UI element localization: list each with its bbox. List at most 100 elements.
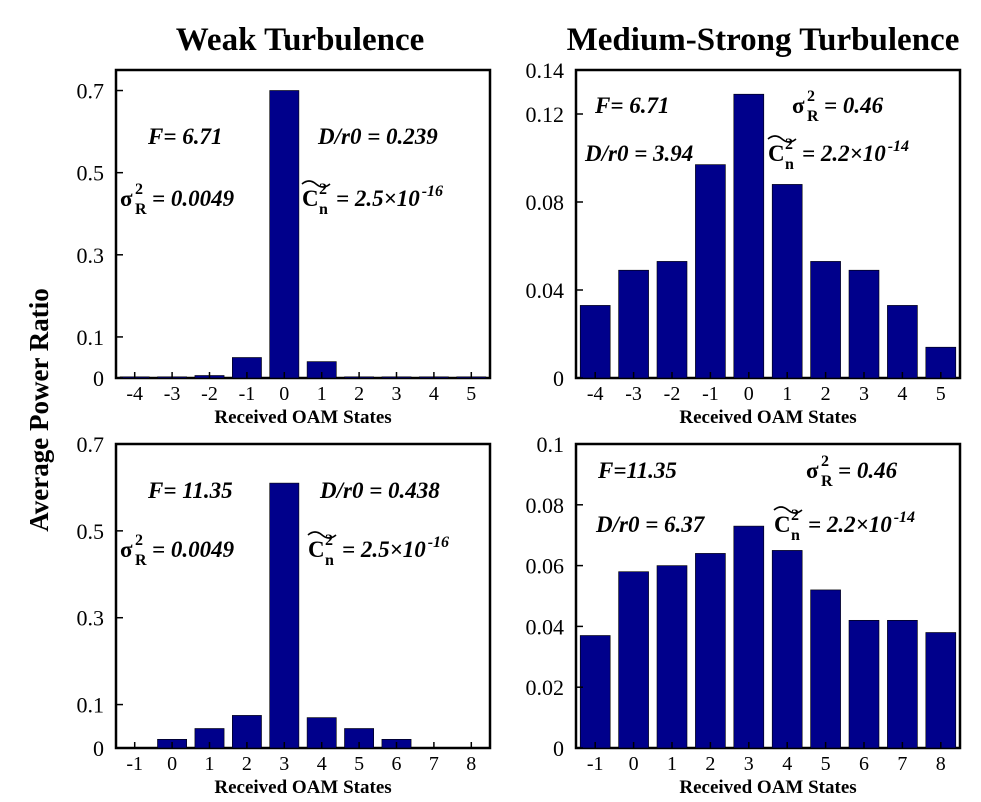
annotation-f: F=11.35 bbox=[597, 458, 677, 483]
bar bbox=[771, 184, 803, 379]
annotation-tilde bbox=[767, 135, 797, 143]
y-tick-label: 0.7 bbox=[77, 79, 105, 104]
y-tick-label: 0.06 bbox=[526, 554, 565, 579]
x-tick-label: 8 bbox=[466, 753, 476, 775]
x-tick-label: 5 bbox=[354, 753, 364, 775]
left-column-title: Weak Turbulence bbox=[176, 22, 424, 58]
x-tick-label: 2 bbox=[354, 383, 364, 405]
x-tick-label: 5 bbox=[821, 753, 831, 775]
y-tick-label: 0 bbox=[93, 736, 104, 761]
annotation-sigma-symbol: σ bbox=[792, 93, 805, 118]
annotation-cn-superscript: 2 bbox=[319, 181, 327, 198]
annotation-cn-subscript: n bbox=[325, 552, 334, 569]
y-tick-label: 0.02 bbox=[526, 675, 565, 700]
bar bbox=[771, 550, 803, 749]
annotation-cn-superscript: 2 bbox=[791, 507, 799, 524]
x-tick-label: 4 bbox=[897, 383, 907, 405]
annotation-cn-superscript: 2 bbox=[325, 532, 333, 549]
annotation-d-r0: D/r0 = 0.438 bbox=[319, 478, 440, 503]
y-axis-label: Average Power Ratio bbox=[24, 288, 54, 531]
x-axis-label: Received OAM States bbox=[214, 407, 391, 428]
annotation-sigma-superscript: 2 bbox=[135, 181, 143, 198]
annotation-sigma-symbol: σ bbox=[120, 186, 133, 211]
x-tick-label: 3 bbox=[859, 383, 869, 405]
annotation-f: F= 6.71 bbox=[594, 93, 669, 118]
annotation-sigma-value: = 0.46 bbox=[824, 93, 884, 118]
bar bbox=[618, 269, 649, 379]
x-tick-label: -4 bbox=[126, 383, 143, 405]
x-tick-label: -4 bbox=[587, 383, 604, 405]
annotation-cn-value: = 2.2×10 bbox=[808, 512, 892, 537]
bar bbox=[656, 565, 688, 749]
annotation-cn-exponent: -16 bbox=[428, 534, 449, 551]
bar bbox=[810, 589, 841, 749]
annotation-cn-symbol: C bbox=[302, 186, 319, 211]
y-tick-label: 0 bbox=[553, 736, 564, 761]
annotation-f: F= 11.35 bbox=[147, 478, 233, 503]
annotation-f: F= 6.71 bbox=[147, 124, 222, 149]
annotation-tilde bbox=[301, 180, 331, 188]
x-tick-label: 0 bbox=[279, 383, 289, 405]
y-tick-label: 0.04 bbox=[526, 278, 565, 303]
bar bbox=[887, 305, 918, 379]
x-axis-label: Received OAM States bbox=[679, 777, 856, 798]
bar bbox=[733, 93, 765, 379]
x-tick-label: 6 bbox=[859, 753, 869, 775]
bar bbox=[695, 164, 726, 379]
y-tick-label: 0.1 bbox=[537, 432, 565, 457]
bar bbox=[306, 717, 337, 749]
annotation-cn-symbol: C bbox=[774, 512, 791, 537]
x-tick-label: -3 bbox=[625, 383, 642, 405]
annotation-cn-symbol: C bbox=[768, 141, 785, 166]
annotation-cn-subscript: n bbox=[319, 201, 328, 218]
annotation-cn-subscript: n bbox=[791, 527, 800, 544]
annotation-sigma-subscript: R bbox=[135, 201, 147, 218]
x-tick-label: 4 bbox=[429, 383, 439, 405]
bar bbox=[579, 305, 611, 379]
x-tick-label: -2 bbox=[201, 383, 218, 405]
y-tick-label: 0.5 bbox=[77, 519, 105, 544]
annotation-d-r0: D/r0 = 3.94 bbox=[584, 141, 693, 166]
bar bbox=[656, 261, 688, 379]
x-tick-label: 3 bbox=[744, 753, 754, 775]
y-tick-label: 0.08 bbox=[526, 493, 565, 518]
x-tick-label: 8 bbox=[936, 753, 946, 775]
x-tick-label: 2 bbox=[242, 753, 252, 775]
annotation-cn-value: = 2.5×10 bbox=[336, 186, 420, 211]
y-tick-label: 0.3 bbox=[77, 606, 105, 631]
x-tick-label: 5 bbox=[936, 383, 946, 405]
bar bbox=[618, 571, 649, 749]
annotation-cn-symbol: C bbox=[308, 537, 325, 562]
annotation-cn-value: = 2.5×10 bbox=[342, 537, 426, 562]
x-tick-label: -1 bbox=[702, 383, 719, 405]
x-tick-label: 3 bbox=[392, 383, 402, 405]
annotation-sigma-superscript: 2 bbox=[135, 532, 143, 549]
x-tick-label: 0 bbox=[629, 753, 639, 775]
x-tick-label: 3 bbox=[279, 753, 289, 775]
annotation-sigma-superscript: 2 bbox=[807, 88, 815, 105]
annotation-sigma-superscript: 2 bbox=[821, 453, 829, 470]
annotation-tilde bbox=[307, 531, 337, 539]
x-tick-label: 7 bbox=[429, 753, 439, 775]
x-axis-label: Received OAM States bbox=[679, 407, 856, 428]
annotation-sigma-symbol: σ bbox=[806, 458, 819, 483]
x-tick-label: -1 bbox=[239, 383, 256, 405]
x-tick-label: -2 bbox=[664, 383, 681, 405]
x-tick-label: 4 bbox=[317, 753, 327, 775]
bar bbox=[269, 482, 300, 749]
x-tick-label: 0 bbox=[167, 753, 177, 775]
annotation-sigma-value: = 0.0049 bbox=[152, 537, 235, 562]
bar bbox=[848, 269, 880, 379]
y-tick-label: 0.12 bbox=[526, 102, 565, 127]
plot-frame bbox=[114, 68, 492, 380]
x-tick-label: 7 bbox=[897, 753, 907, 775]
bar bbox=[810, 261, 841, 379]
x-tick-label: 6 bbox=[392, 753, 402, 775]
y-tick-label: 0 bbox=[553, 366, 564, 391]
y-tick-label: 0.5 bbox=[77, 161, 105, 186]
y-tick-label: 0.14 bbox=[526, 58, 565, 83]
x-tick-label: -1 bbox=[587, 753, 604, 775]
annotation-sigma-value: = 0.46 bbox=[838, 458, 898, 483]
annotation-cn-subscript: n bbox=[785, 156, 794, 173]
x-tick-label: -1 bbox=[126, 753, 143, 775]
